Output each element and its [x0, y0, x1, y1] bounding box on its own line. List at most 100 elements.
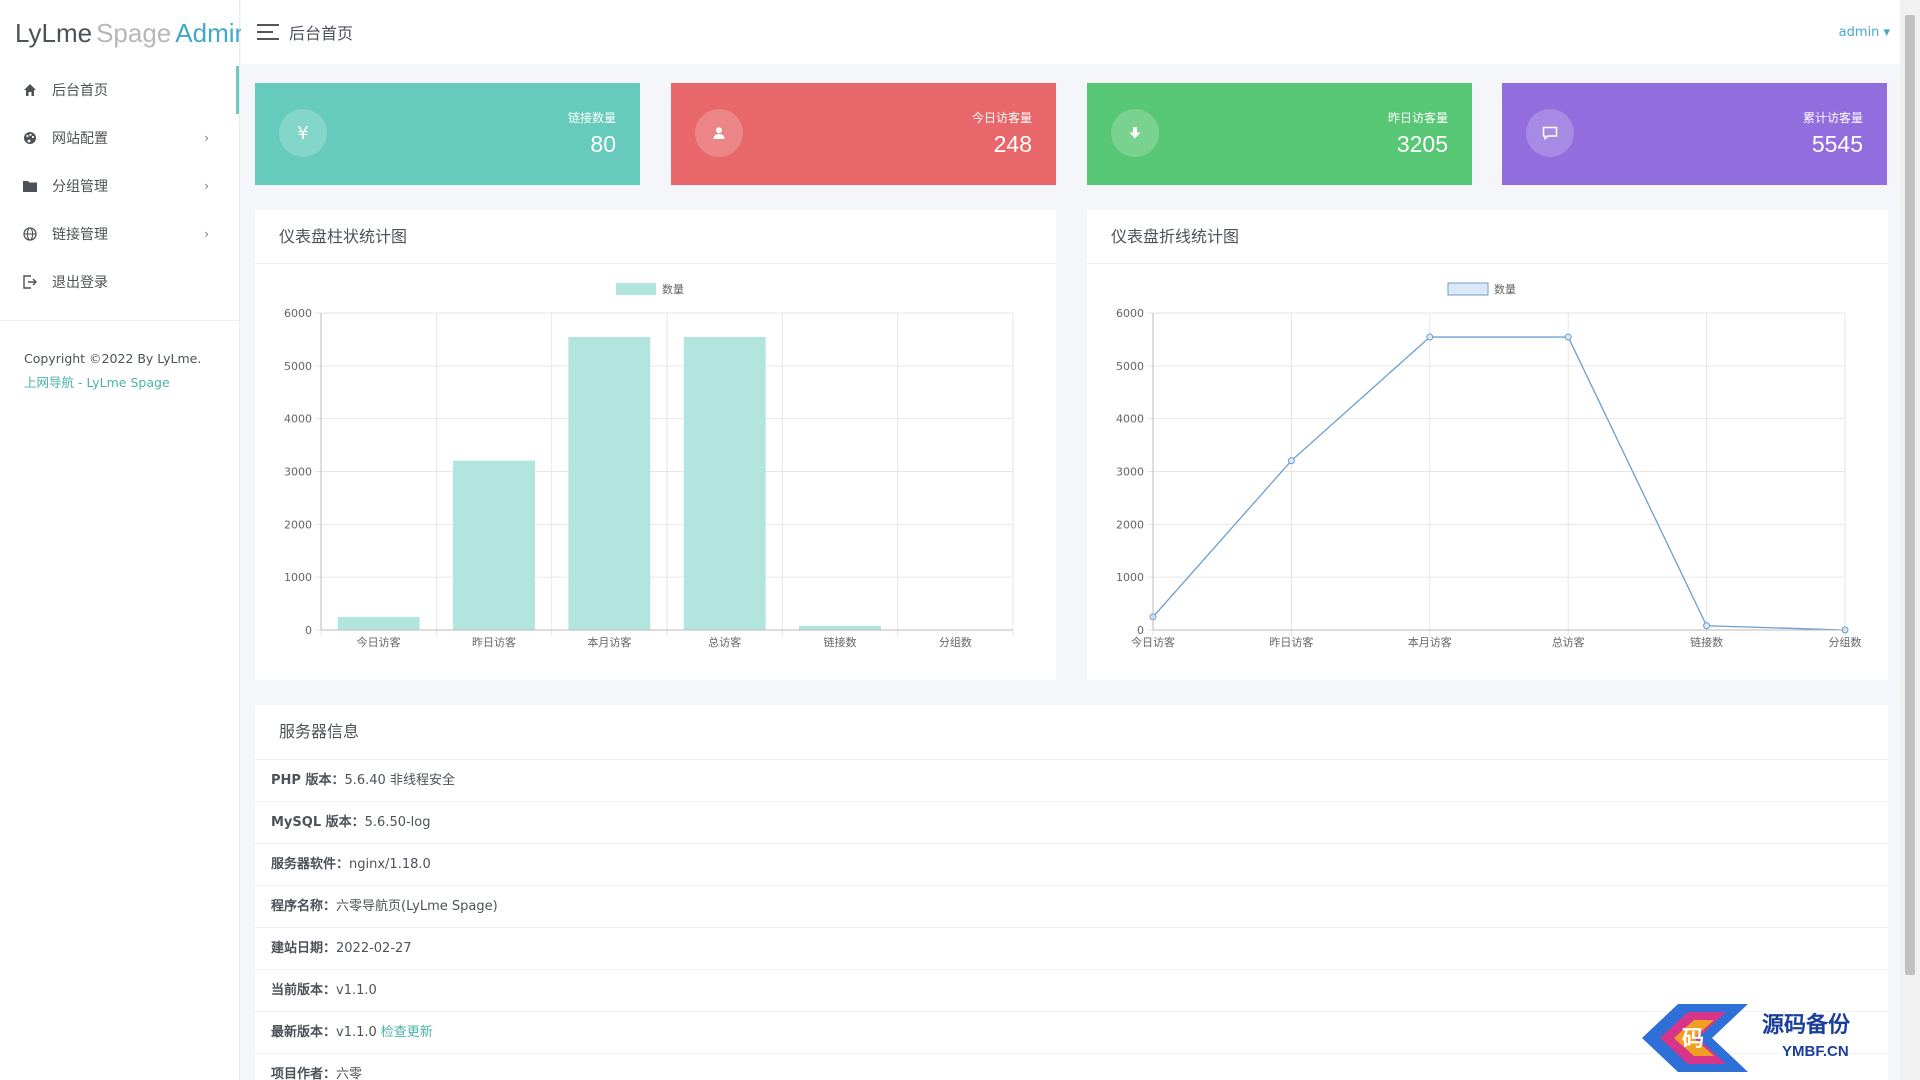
watermark-glyph: 码 — [1682, 1027, 1704, 1052]
sidebar-item-logout[interactable]: 退出登录 — [0, 258, 239, 306]
menu-toggle-icon[interactable] — [257, 24, 279, 40]
copyright-text: Copyright ©2022 By LyLme. — [24, 351, 202, 366]
info-value: 2022-02-27 — [336, 941, 412, 956]
sidebar-item-site-config[interactable]: 网站配置 › — [0, 114, 239, 162]
page-scrollbar[interactable] — [1900, 0, 1920, 1080]
y-tick-label: 1000 — [284, 571, 312, 584]
y-tick-label: 4000 — [284, 413, 312, 426]
stat-value: 80 — [590, 131, 616, 157]
copyright-link[interactable]: 上网导航 - LyLme Spage — [24, 375, 170, 390]
info-value: v1.1.0 — [336, 1025, 377, 1040]
sidebar-item-home[interactable]: 后台首页 — [0, 66, 239, 114]
y-tick-label: 5000 — [284, 360, 312, 373]
globe-icon — [22, 226, 38, 242]
y-tick-label: 1000 — [1116, 571, 1144, 584]
chevron-right-icon: › — [204, 131, 209, 145]
info-label: 建站日期： — [271, 941, 337, 956]
bar-chart: 0 1000 2000 3000 4000 5000 6000 今日访客 昨日访客 本月访客 总访客… — [284, 283, 1014, 649]
info-label: MySQL 版本： — [271, 815, 365, 830]
x-tick-label: 今日访客 — [357, 635, 401, 649]
bar-chart-title: 仪表盘柱状统计图 — [255, 210, 1056, 264]
x-tick-label: 昨日访客 — [1269, 635, 1313, 649]
check-update-link[interactable]: 检查更新 — [380, 1025, 433, 1040]
sidebar-item-link-manage[interactable]: 链接管理 › — [0, 210, 239, 258]
x-tick-label: 分组数 — [1829, 635, 1862, 649]
info-value: 5.6.50-log — [364, 815, 431, 830]
sidebar-item-group-manage[interactable]: 分组管理 › — [0, 162, 239, 210]
server-info-list: PHP 版本：5.6.40 非线程安全 MySQL 版本：5.6.50-log … — [255, 759, 1888, 1080]
user-menu[interactable]: admin ▾ — [1838, 24, 1890, 40]
sidebar-item-label: 分组管理 — [52, 179, 108, 195]
info-row-author: 项目作者：六零 — [255, 1053, 1888, 1080]
download-icon — [1111, 109, 1159, 157]
info-value: nginx/1.18.0 — [349, 857, 431, 872]
stat-label: 昨日访客量 — [1387, 111, 1448, 125]
data-point — [1564, 333, 1572, 341]
stat-card-links: ¥ 链接数量 80 — [255, 83, 640, 185]
sidebar-item-label: 退出登录 — [52, 275, 108, 291]
stat-value: 3205 — [1396, 131, 1448, 157]
data-point — [1287, 457, 1295, 465]
copyright-block: Copyright ©2022 By LyLme. 上网导航 - LyLme S… — [0, 321, 239, 395]
legend-label: 数量 — [1494, 283, 1516, 296]
info-row-latest-version: 最新版本：v1.1.0 检查更新 — [255, 1011, 1888, 1053]
data-point — [1426, 333, 1434, 341]
chevron-right-icon: › — [204, 179, 209, 193]
sidebar-nav: 后台首页 网站配置 › 分组管理 › 链接管理 › — [0, 66, 239, 306]
y-tick-label: 2000 — [284, 518, 312, 531]
info-row-current-version: 当前版本：v1.1.0 — [255, 969, 1888, 1011]
info-label: 当前版本： — [271, 983, 337, 998]
info-value: v1.1.0 — [336, 983, 377, 998]
line-chart: 0 1000 2000 3000 4000 5000 6000 今日访客 昨日访客 本月访客 总访客… — [1116, 282, 1862, 649]
x-tick-label: 今日访客 — [1131, 635, 1175, 649]
x-tick-label: 链接数 — [824, 635, 857, 649]
stat-card-today: 今日访客量 248 — [671, 83, 1056, 185]
y-tick-label: 6000 — [284, 307, 312, 320]
sidebar: LyLme Spage Admin 后台首页 网站配置 › 分组管理 › — [0, 0, 249, 1080]
watermark-logo: 码 源码备份 YMBF.CN — [1630, 996, 1920, 1080]
legend-swatch — [616, 283, 656, 295]
x-tick-label: 总访客 — [1552, 635, 1585, 649]
info-label: 项目作者： — [271, 1067, 337, 1080]
sidebar-item-label: 后台首页 — [52, 83, 108, 99]
brand-part-2: Spage — [96, 17, 172, 48]
chevron-right-icon: › — [204, 227, 209, 241]
x-tick-label: 本月访客 — [587, 635, 631, 649]
info-label: PHP 版本： — [271, 773, 345, 788]
brand-logo[interactable]: LyLme Spage Admin — [0, 0, 249, 66]
bar — [568, 337, 651, 630]
info-row-build-date: 建站日期：2022-02-27 — [255, 927, 1888, 969]
stat-card-yesterday: 昨日访客量 3205 — [1087, 83, 1472, 185]
sidebar-item-label: 链接管理 — [52, 227, 108, 243]
brand-part-1: LyLme — [15, 17, 93, 48]
sidebar-divider — [0, 320, 239, 321]
line-chart-panel: 仪表盘折线统计图 0 1000 2000 3000 4000 5000 6000 今日访客 昨日… — [1087, 210, 1888, 680]
info-label: 服务器软件： — [271, 857, 350, 872]
y-tick-label: 0 — [305, 624, 312, 637]
stat-value: 5545 — [1811, 131, 1863, 157]
info-row-program-name: 程序名称：六零导航页(LyLme Spage) — [255, 885, 1888, 927]
line-chart-title: 仪表盘折线统计图 — [1087, 210, 1888, 264]
brand-part-3: Admin — [175, 17, 249, 48]
x-tick-label: 总访客 — [708, 635, 741, 649]
page-title: 后台首页 — [289, 24, 354, 43]
bar — [799, 625, 881, 630]
y-tick-label: 4000 — [1116, 413, 1144, 426]
bar-chart-panel: 仪表盘柱状统计图 0 1000 2000 3000 4000 5000 6000 今日访客 昨日… — [255, 210, 1056, 680]
stat-label: 链接数量 — [567, 111, 616, 125]
y-tick-label: 3000 — [284, 466, 312, 479]
stat-label: 累计访客量 — [1802, 111, 1863, 125]
info-value: 5.6.40 非线程安全 — [344, 773, 455, 788]
bar — [453, 460, 535, 630]
y-tick-label: 2000 — [1116, 518, 1144, 531]
info-value: 六零导航页(LyLme Spage) — [336, 899, 498, 914]
stat-card-total: 累计访客量 5545 — [1502, 83, 1887, 185]
watermark-title: 源码备份 — [1762, 1012, 1851, 1038]
top-header: 后台首页 admin ▾ — [241, 0, 1900, 64]
x-tick-label: 链接数 — [1690, 635, 1723, 649]
info-row-mysql: MySQL 版本：5.6.50-log — [255, 801, 1888, 843]
scrollbar-thumb[interactable] — [1905, 15, 1915, 975]
bar — [683, 337, 766, 630]
bar — [337, 616, 420, 630]
info-label: 最新版本： — [271, 1025, 337, 1040]
